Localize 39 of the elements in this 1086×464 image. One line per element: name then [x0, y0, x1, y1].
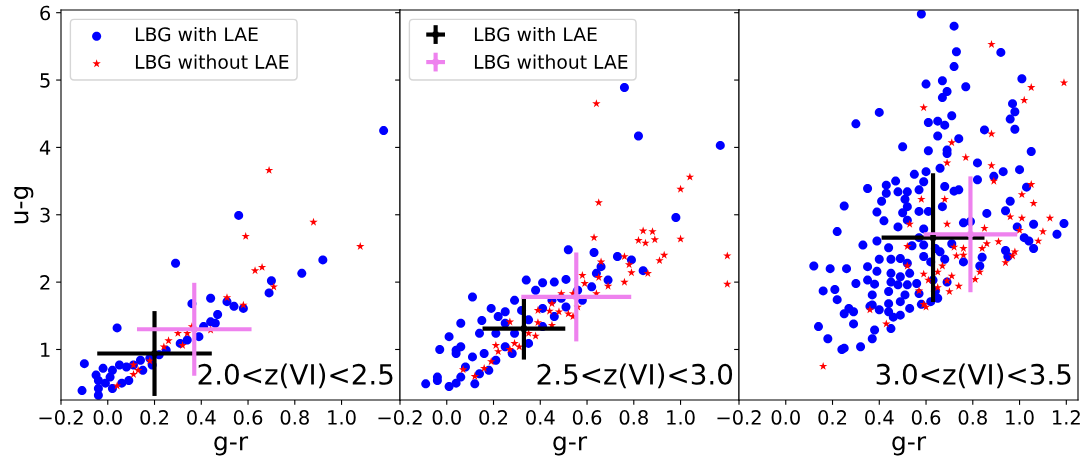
- x-axis-title: g-r: [553, 436, 588, 456]
- annotation: 2.0<z(VI)<2.5: [198, 363, 393, 389]
- x-tick-label: 1.2: [1052, 410, 1080, 425]
- y-tick-label: 4: [39, 140, 51, 155]
- x-tick-label: 0.8: [280, 410, 309, 425]
- x-tick-label: 0.8: [619, 410, 648, 425]
- x-tick-label: 0.6: [572, 410, 602, 425]
- x-tick-label: 0.8: [958, 410, 987, 425]
- x-tick-label: 0.0: [432, 410, 461, 425]
- legend-label: LBG without LAE: [474, 54, 628, 69]
- x-tick-label: 0.0: [771, 410, 800, 425]
- legend-label: LBG without LAE: [135, 54, 289, 69]
- legend-label: LBG with LAE: [135, 26, 258, 42]
- annotation: 3.0<z(VI)<3.5: [876, 363, 1071, 389]
- x-axis-title: g-r: [214, 436, 249, 456]
- x-tick-label: 1.0: [667, 410, 695, 425]
- x-tick-label: 0.6: [911, 410, 941, 425]
- y-tick-label: 5: [40, 73, 50, 88]
- x-tick-label: 1.0: [1006, 410, 1034, 425]
- y-tick-label: 6: [40, 5, 51, 21]
- x-tick-label: 1.0: [328, 410, 356, 425]
- y-tick-label: 1: [41, 342, 50, 357]
- x-tick-label: 0.4: [187, 410, 216, 425]
- y-tick-label: 2: [40, 275, 50, 290]
- annotation: 2.5<z(VI)<3.0: [537, 363, 733, 389]
- x-tick-label: 0.0: [93, 410, 122, 425]
- x-tick-label: 0.2: [479, 410, 508, 425]
- x-tick-label: 0.4: [526, 410, 555, 425]
- x-tick-label: 0.2: [140, 410, 169, 425]
- legend-label: LBG with LAE: [474, 26, 597, 42]
- x-tick-label: 0.2: [818, 410, 847, 425]
- y-tick-label: 3: [40, 207, 50, 223]
- x-tick-label: −0.2: [378, 410, 422, 425]
- x-tick-label: 0.6: [233, 410, 263, 425]
- x-tick-label: −0.2: [39, 410, 83, 425]
- x-tick-label: 0.4: [865, 410, 894, 425]
- x-tick-label: −0.2: [717, 410, 761, 425]
- x-axis-title: g-r: [892, 436, 927, 456]
- y-axis-title: u-g: [14, 186, 34, 224]
